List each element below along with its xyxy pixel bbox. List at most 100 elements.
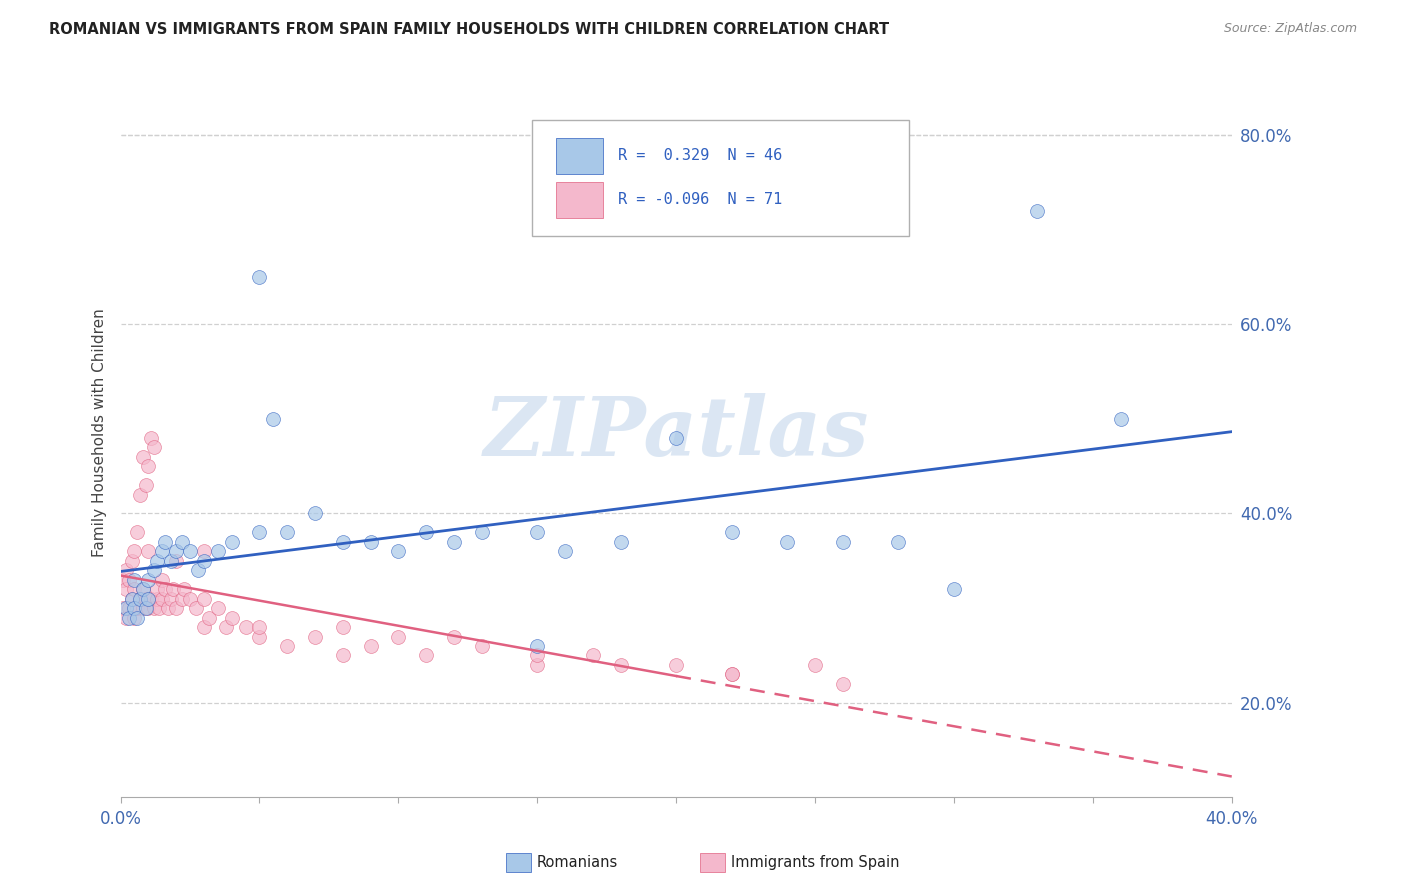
Point [304, 507, 326, 521]
Text: Immigrants from Spain: Immigrants from Spain [731, 855, 900, 870]
Point [249, 620, 271, 634]
Point [249, 525, 271, 540]
Point [720, 667, 742, 681]
Point [554, 544, 576, 558]
Point [153, 582, 176, 597]
Point [170, 534, 193, 549]
Point [831, 534, 853, 549]
Point [1109, 411, 1132, 425]
Point [173, 582, 195, 597]
Point [115, 601, 138, 615]
Point [136, 601, 159, 615]
Point [887, 534, 910, 549]
Point [304, 630, 326, 644]
Point [332, 620, 354, 634]
Point [121, 591, 143, 606]
Point [115, 582, 138, 597]
Point [170, 591, 193, 606]
Point [179, 591, 201, 606]
Point [360, 639, 382, 653]
Point [124, 573, 146, 587]
Point [124, 601, 146, 615]
Point [129, 487, 152, 501]
Point [139, 591, 162, 606]
Point [115, 563, 138, 577]
Point [112, 573, 135, 587]
Point [526, 648, 548, 663]
Point [121, 554, 143, 568]
Point [804, 657, 827, 672]
Point [150, 544, 173, 558]
Point [249, 630, 271, 644]
Point [135, 591, 157, 606]
Point [207, 601, 229, 615]
Point [387, 630, 409, 644]
Point [942, 582, 965, 597]
Point [609, 534, 631, 549]
Point [135, 478, 157, 492]
Point [526, 657, 548, 672]
Point [198, 610, 221, 624]
Point [129, 591, 152, 606]
Point [127, 601, 149, 615]
Point [193, 591, 215, 606]
Point [720, 525, 742, 540]
Point [471, 525, 494, 540]
Point [118, 573, 141, 587]
Point [139, 431, 162, 445]
Point [136, 544, 159, 558]
Point [136, 573, 159, 587]
Point [112, 601, 135, 615]
Point [124, 582, 146, 597]
Point [215, 620, 238, 634]
Point [132, 582, 155, 597]
Point [132, 601, 155, 615]
Point [193, 620, 215, 634]
Point [193, 554, 215, 568]
Point [665, 431, 688, 445]
Point [276, 639, 298, 653]
Point [262, 411, 284, 425]
FancyBboxPatch shape [557, 181, 603, 218]
Text: Romanians: Romanians [537, 855, 619, 870]
Point [831, 677, 853, 691]
Point [136, 591, 159, 606]
Text: ROMANIAN VS IMMIGRANTS FROM SPAIN FAMILY HOUSEHOLDS WITH CHILDREN CORRELATION CH: ROMANIAN VS IMMIGRANTS FROM SPAIN FAMILY… [49, 22, 890, 37]
Point [415, 525, 437, 540]
Point [121, 591, 143, 606]
Point [332, 534, 354, 549]
Point [443, 534, 465, 549]
Point [526, 525, 548, 540]
Point [609, 657, 631, 672]
Point [184, 601, 207, 615]
Point [150, 591, 173, 606]
Point [221, 534, 243, 549]
FancyBboxPatch shape [531, 120, 910, 236]
Point [165, 601, 187, 615]
Point [720, 667, 742, 681]
Point [159, 554, 181, 568]
FancyBboxPatch shape [557, 137, 603, 174]
Point [207, 544, 229, 558]
Point [582, 648, 605, 663]
Point [332, 648, 354, 663]
Point [415, 648, 437, 663]
Point [142, 440, 165, 454]
Point [153, 534, 176, 549]
Point [150, 573, 173, 587]
Point [471, 639, 494, 653]
Point [187, 563, 209, 577]
Text: Source: ZipAtlas.com: Source: ZipAtlas.com [1223, 22, 1357, 36]
Point [360, 534, 382, 549]
Point [1026, 203, 1049, 218]
Point [148, 601, 170, 615]
Point [776, 534, 799, 549]
Text: ZIPatlas: ZIPatlas [484, 393, 869, 473]
Point [165, 544, 187, 558]
Point [145, 591, 167, 606]
Point [179, 544, 201, 558]
Point [135, 601, 157, 615]
Point [132, 582, 155, 597]
Point [665, 657, 688, 672]
Point [118, 610, 141, 624]
